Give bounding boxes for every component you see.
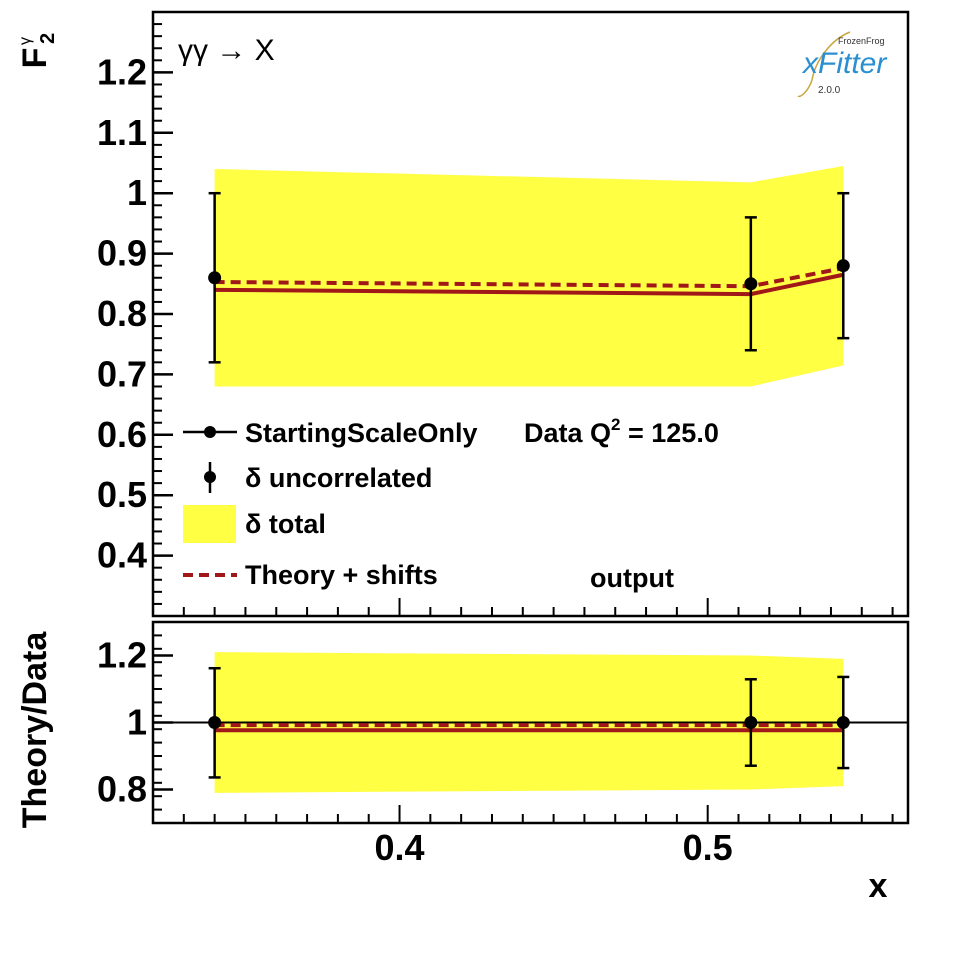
y-tick-label: 1 xyxy=(127,702,147,743)
logo-main-text: xFitter xyxy=(801,47,887,80)
y-title-sub: 2 xyxy=(37,33,59,44)
legend-total-label: δ total xyxy=(245,509,326,539)
y-tick-label: 0.9 xyxy=(97,233,147,274)
bottom-panel: 0.8 1 1.2 0.4 0.5 Theory/Data x xyxy=(16,620,910,905)
data-point xyxy=(744,716,758,729)
top-y-axis: 0.4 0.5 0.6 0.7 0.8 0.9 1 1.1 1.2 xyxy=(97,11,173,617)
legend-shifts-label: Theory + shifts xyxy=(245,560,438,590)
output-label: output xyxy=(590,563,674,593)
top-x-tick-marks xyxy=(152,598,894,616)
bottom-data-points xyxy=(208,666,850,779)
x-tick-label: 0.4 xyxy=(375,827,425,868)
top-total-band xyxy=(214,166,844,387)
y-tick-label: 1.2 xyxy=(97,51,147,92)
top-panel: 0.4 0.5 0.6 0.7 0.8 0.9 1 1.1 1.2 F 2 γ γγ → X F… xyxy=(16,10,910,618)
legend-series-marker-icon xyxy=(204,426,216,438)
y-tick-label: 0.5 xyxy=(97,474,147,515)
y-title-f: F xyxy=(16,48,54,69)
logo-version-text: 2.0.0 xyxy=(818,85,841,96)
data-point xyxy=(836,259,850,273)
data-point xyxy=(208,716,222,729)
xfitter-logo: FrozenFrog xFitter 2.0.0 xyxy=(797,31,887,98)
y-tick-label: 1.2 xyxy=(97,635,147,676)
top-y-axis-title: F 2 γ xyxy=(16,33,59,69)
data-point xyxy=(208,271,222,285)
y-tick-label: 0.8 xyxy=(97,293,147,334)
x-tick-label: 0.5 xyxy=(683,827,733,868)
legend-uncorrelated-label: δ uncorrelated xyxy=(245,463,432,493)
total-uncertainty-band xyxy=(214,166,844,387)
legend-total-swatch-icon xyxy=(183,505,236,543)
process-annotation: γγ → X xyxy=(178,34,275,67)
top-data-points xyxy=(208,191,850,364)
legend-uncorrelated-marker-icon xyxy=(204,471,216,483)
legend-series-label: StartingScaleOnly xyxy=(245,418,478,448)
y-title-sup: γ xyxy=(17,37,34,45)
data-point xyxy=(744,277,758,291)
y-tick-label: 0.6 xyxy=(97,414,147,455)
y-tick-label: 0.8 xyxy=(97,769,147,810)
legend: StartingScaleOnly Data Q2 = 125.0 δ unco… xyxy=(183,415,719,593)
legend-data-q-label: Data Q2 = 125.0 xyxy=(524,415,719,448)
y-tick-label: 1 xyxy=(127,172,147,213)
bottom-y-axis: 0.8 1 1.2 xyxy=(97,621,173,824)
logo-top-text: FrozenFrog xyxy=(838,36,885,46)
logo-swirl xyxy=(797,31,851,98)
y-tick-label: 1.1 xyxy=(97,112,147,153)
x-axis-title: x xyxy=(869,867,888,905)
bottom-y-axis-title: Theory/Data xyxy=(16,631,54,829)
data-point xyxy=(836,716,850,729)
y-tick-label: 0.4 xyxy=(97,535,147,576)
bottom-x-axis: 0.4 0.5 xyxy=(152,805,894,868)
y-tick-label: 0.7 xyxy=(97,353,147,394)
